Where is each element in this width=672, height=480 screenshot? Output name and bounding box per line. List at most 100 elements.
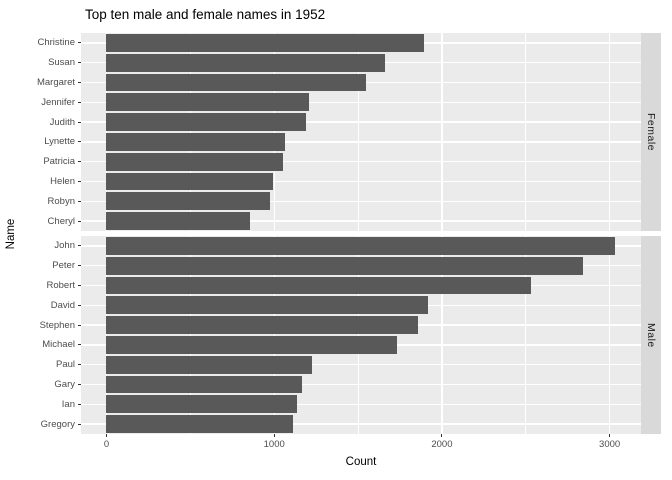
panel-male	[81, 236, 641, 434]
y-tick-label: Stephen	[39, 319, 75, 331]
y-tick-mark	[78, 304, 81, 306]
y-tick-label: Susan	[48, 57, 75, 69]
bar-margaret	[106, 73, 366, 92]
y-tick-label: Paul	[55, 359, 75, 371]
bar-robert	[106, 276, 531, 295]
y-tick-label: Helen	[50, 176, 75, 187]
x-axis-title: Count	[345, 456, 377, 468]
gridline-major-h	[81, 101, 641, 104]
y-tick-mark	[78, 121, 81, 123]
bar-stephen	[106, 316, 419, 334]
y-tick-label: Margaret	[36, 77, 75, 88]
bar-ian	[106, 395, 297, 414]
gridline-major-v	[608, 236, 611, 434]
bar-peter	[106, 256, 583, 275]
y-tick-mark	[78, 285, 81, 286]
y-tick-mark	[78, 265, 81, 267]
y-tick-mark	[78, 344, 81, 346]
gridline-major-v	[105, 33, 108, 231]
gridline-major-h	[81, 220, 641, 222]
gridline-major-h	[81, 423, 641, 425]
y-tick-label: Christine	[37, 37, 76, 49]
gridline-major-h	[81, 403, 641, 406]
y-tick-label: Michael	[42, 339, 75, 351]
bar-patricia	[106, 152, 284, 171]
bar-judith	[106, 113, 307, 131]
bar-lynette	[106, 132, 286, 151]
facet-strip-male: Male	[641, 236, 661, 434]
y-tick-mark	[78, 364, 81, 366]
bar-gregory	[106, 415, 294, 433]
gridline-major-h	[81, 363, 641, 366]
y-tick-label: Robert	[46, 280, 75, 291]
y-tick-mark	[78, 161, 81, 163]
gridline-major-v	[273, 236, 275, 434]
gridline-minor-v	[189, 236, 191, 434]
gridline-major-h	[81, 160, 641, 163]
y-tick-label: Gregory	[40, 418, 75, 430]
y-tick-mark	[78, 324, 81, 326]
gridline-minor-v	[525, 33, 527, 231]
x-tick-label: 1000	[263, 439, 285, 450]
y-tick-label: Patricia	[43, 156, 75, 168]
facet-strip-label: Female	[645, 112, 657, 151]
bar-robyn	[106, 192, 270, 211]
gridline-major-v	[273, 33, 275, 231]
x-tick-mark	[609, 434, 611, 437]
gridline-major-v	[105, 236, 108, 434]
y-tick-label: Lynette	[44, 136, 75, 148]
bar-jennifer	[106, 93, 310, 112]
bar-paul	[106, 355, 312, 374]
x-tick-mark	[105, 434, 107, 437]
bar-john	[106, 236, 616, 255]
y-tick-label: Cheryl	[47, 215, 75, 227]
bar-michael	[106, 335, 398, 354]
y-tick-mark	[78, 384, 81, 385]
gridline-major-v	[608, 33, 611, 231]
x-tick-mark	[441, 434, 443, 437]
bar-susan	[106, 53, 385, 72]
x-tick-label: 0	[103, 439, 110, 450]
y-tick-mark	[78, 423, 81, 425]
chart-title: Top ten male and female names in 1952	[85, 7, 326, 22]
y-tick-label: John	[54, 240, 75, 252]
y-tick-label: Gary	[54, 379, 75, 390]
bar-gary	[106, 375, 302, 394]
x-tick-label: 3000	[599, 439, 621, 450]
y-tick-mark	[78, 62, 81, 64]
y-tick-label: Jennifer	[41, 96, 75, 108]
bar-david	[106, 296, 429, 315]
bar-helen	[106, 172, 274, 191]
panel-female	[81, 33, 641, 231]
y-tick-mark	[78, 101, 81, 103]
y-tick-mark	[78, 245, 81, 247]
x-tick-label: 2000	[431, 439, 453, 450]
y-tick-label: Robyn	[47, 195, 75, 207]
y-tick-mark	[78, 42, 81, 44]
gridline-major-h	[81, 383, 641, 386]
facet-strip-female: Female	[641, 33, 661, 231]
y-tick-mark	[78, 141, 81, 143]
gridline-major-v	[441, 33, 443, 231]
y-tick-label: Ian	[61, 398, 75, 410]
x-tick-mark	[273, 434, 275, 437]
gridline-major-h	[81, 121, 641, 123]
gridline-minor-v	[525, 236, 527, 434]
facet-strip-label: Male	[645, 322, 657, 348]
bar-cheryl	[106, 212, 250, 230]
y-tick-mark	[78, 181, 81, 182]
gridline-major-h	[81, 180, 641, 183]
bar-christine	[106, 33, 425, 52]
gridline-minor-v	[357, 236, 359, 434]
y-tick-mark	[78, 220, 81, 222]
y-tick-mark	[78, 403, 81, 405]
y-tick-mark	[78, 82, 81, 83]
gridline-minor-v	[189, 33, 191, 231]
gridline-minor-v	[357, 33, 359, 231]
gridline-major-h	[81, 200, 641, 203]
y-tick-label: David	[50, 299, 75, 311]
gridline-major-h	[81, 141, 641, 143]
y-tick-label: Peter	[52, 260, 75, 272]
y-tick-label: Judith	[49, 116, 75, 128]
